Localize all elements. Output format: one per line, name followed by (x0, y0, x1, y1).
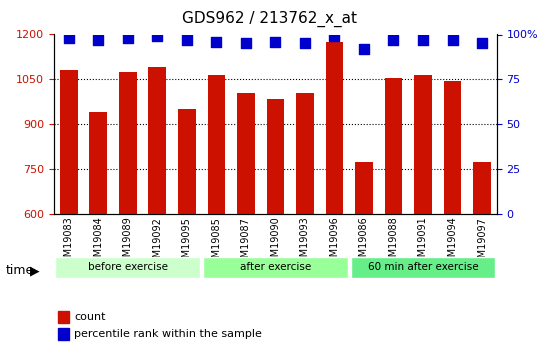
Bar (119, 72, 137, 214)
FancyBboxPatch shape (203, 257, 348, 278)
Bar (237, 93, 255, 214)
Point (271, 39, 280, 45)
Text: count: count (74, 312, 105, 322)
Point (389, 37, 398, 43)
Bar (58, 310, 70, 323)
FancyBboxPatch shape (350, 257, 495, 278)
FancyBboxPatch shape (56, 257, 200, 278)
Bar (267, 99, 284, 214)
Point (301, 41, 309, 46)
Bar (414, 75, 432, 214)
Point (183, 37, 191, 43)
Bar (207, 75, 225, 214)
Bar (90, 112, 107, 214)
Point (124, 35, 132, 41)
Bar (444, 81, 461, 214)
Text: before exercise: before exercise (88, 263, 168, 272)
Point (64, 35, 73, 41)
Point (448, 37, 457, 43)
Text: 60 min after exercise: 60 min after exercise (368, 263, 478, 272)
Bar (384, 78, 402, 214)
Point (153, 33, 161, 39)
Text: time: time (5, 264, 33, 277)
Point (212, 39, 221, 45)
Point (94, 37, 103, 43)
Bar (473, 161, 491, 214)
Text: after exercise: after exercise (240, 263, 311, 272)
Bar (60, 70, 78, 214)
Text: ▶: ▶ (30, 264, 39, 277)
Bar (58, 328, 70, 340)
Text: percentile rank within the sample: percentile rank within the sample (74, 329, 262, 339)
Bar (326, 42, 343, 214)
Point (330, 33, 339, 39)
Point (478, 41, 487, 46)
Bar (148, 67, 166, 214)
Point (241, 41, 250, 46)
Bar (296, 93, 314, 214)
Text: GDS962 / 213762_x_at: GDS962 / 213762_x_at (183, 10, 357, 27)
Point (418, 37, 427, 43)
Bar (178, 109, 195, 214)
Bar (355, 161, 373, 214)
Point (360, 46, 368, 52)
